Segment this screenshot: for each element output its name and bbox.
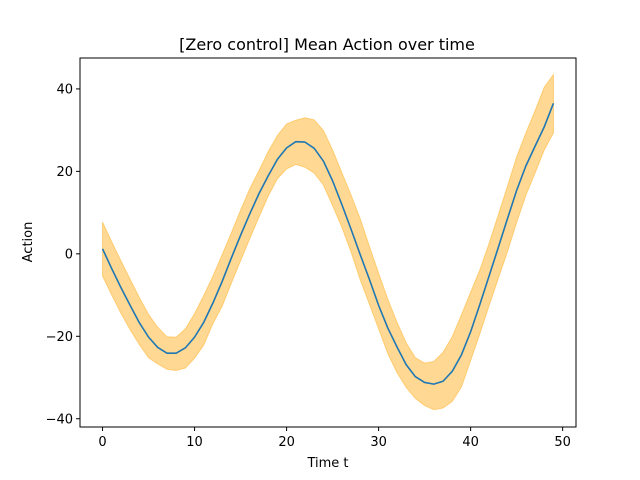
x-tick-label: 10 — [186, 435, 203, 450]
plot-area — [101, 72, 555, 411]
x-tick-label: 50 — [554, 435, 571, 450]
x-tick-label: 30 — [370, 435, 387, 450]
x-axis-label: Time t — [306, 456, 348, 471]
chart-title: [Zero control] Mean Action over time — [179, 35, 475, 54]
y-tick-label: 40 — [56, 82, 73, 97]
mean-action-line — [101, 103, 555, 385]
confidence-band — [102, 72, 554, 411]
x-tick-label: 40 — [462, 435, 479, 450]
axis-ticks: 0 10 20 30 40 50 −40 −20 0 20 40 — [46, 82, 571, 450]
y-tick-label: −20 — [46, 330, 73, 345]
y-tick-label: 0 — [65, 247, 73, 262]
y-axis-label: Action — [21, 222, 36, 263]
y-tick-label: −40 — [46, 412, 73, 427]
plot-frame — [79, 57, 577, 428]
x-tick-label: 0 — [98, 435, 106, 450]
x-tick-label: 20 — [278, 435, 295, 450]
y-tick-label: 20 — [56, 165, 73, 180]
